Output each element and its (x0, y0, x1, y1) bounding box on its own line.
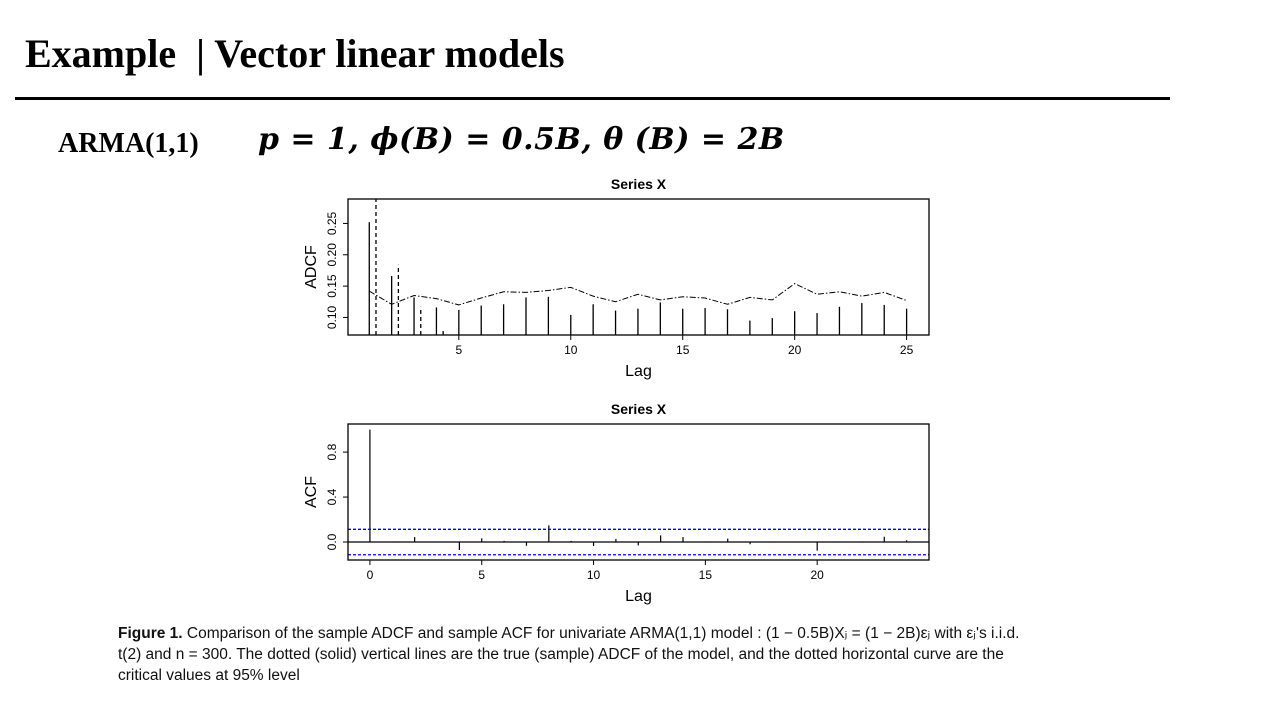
x-tick-label: 15 (699, 568, 713, 582)
y-tick-label: 0.4 (325, 488, 339, 505)
x-axis-label: Lag (625, 363, 652, 380)
chart-1: Series X Lag ACF 0 5 10 15 20 0.0 0.4 0.8 (303, 401, 930, 605)
y-tick-label: 0.20 (325, 243, 339, 267)
slide-title: Example | Vector linear models (25, 31, 565, 76)
plot-frame (347, 423, 930, 561)
chart-0: Series X Lag ADCF 5 10 15 20 25 0.10 0.15 0.20 0.25 (303, 176, 930, 380)
plot-frame (347, 198, 930, 336)
chart-title: Series X (611, 401, 667, 417)
y-tick-label: 0.25 (325, 211, 339, 235)
x-tick-label: 20 (811, 568, 825, 582)
figure-caption: Figure 1. Comparison of the sample ADCF … (118, 623, 1128, 686)
y-tick-label: 0.15 (325, 274, 339, 298)
x-tick-label: 20 (788, 343, 802, 357)
caption-label: Figure 1. (118, 625, 183, 642)
y-axis-label: ACF (303, 476, 320, 508)
critical-value-curve (369, 283, 907, 306)
caption-line-2: t(2) and n = 300. The dotted (solid) ver… (118, 646, 1004, 663)
plot-area (348, 429, 929, 556)
x-tick-label: 25 (900, 343, 914, 357)
y-tick-label: 0.10 (325, 305, 339, 329)
title-divider (15, 97, 1170, 100)
x-tick-label: 15 (676, 343, 690, 357)
x-tick-label: 10 (587, 568, 601, 582)
y-tick-label: 0.8 (325, 443, 339, 460)
chart-title: Series X (611, 176, 667, 192)
x-tick-label: 0 (367, 568, 374, 582)
plot-area (368, 199, 908, 335)
x-tick-label: 5 (455, 343, 462, 357)
caption-line-3: critical values at 95% level (118, 667, 300, 684)
x-tick-label: 5 (478, 568, 485, 582)
model-label: ARMA(1,1) (58, 128, 199, 159)
x-axis-label: Lag (625, 588, 652, 605)
y-tick-label: 0.0 (325, 533, 339, 550)
caption-line-1: Comparison of the sample ADCF and sample… (182, 625, 1020, 642)
x-tick-label: 10 (564, 343, 578, 357)
model-formula: p = 1, ϕ(B) = 0.5B, θ (B) = 2B (258, 122, 785, 157)
y-axis-label: ADCF (303, 245, 320, 289)
